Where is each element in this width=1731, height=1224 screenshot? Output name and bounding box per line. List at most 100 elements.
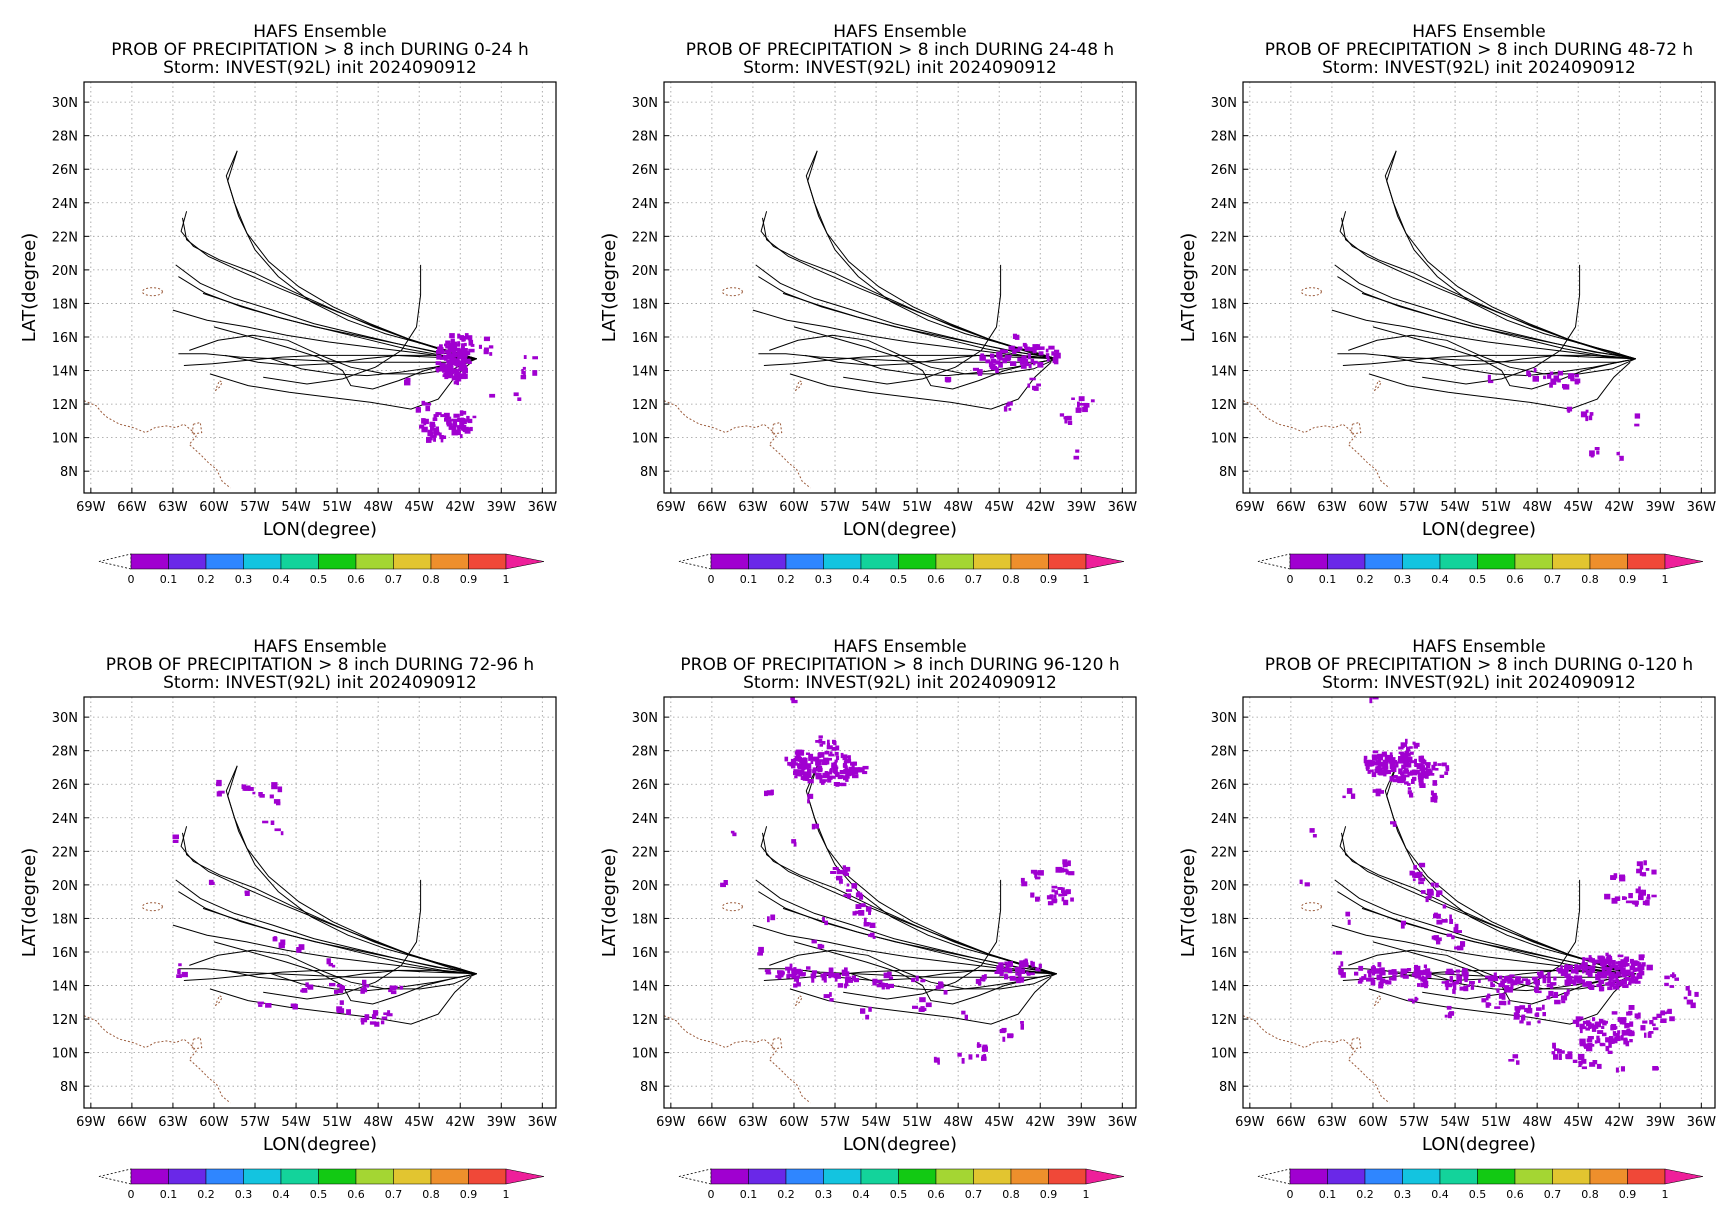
precip-cell — [1508, 1059, 1515, 1062]
precip-cell — [829, 751, 833, 757]
precip-cell — [1423, 980, 1429, 987]
colorbar-tick-label: 0.8 — [422, 573, 440, 586]
precip-cell — [1057, 887, 1063, 890]
precip-cluster — [1399, 768, 1433, 788]
precip-cluster — [415, 400, 431, 413]
x-tick-label: 36W — [1687, 500, 1717, 515]
coastline — [191, 1036, 203, 1050]
coastline — [1243, 400, 1390, 489]
precip-cell — [1433, 761, 1437, 766]
precip-cell — [872, 936, 876, 939]
precip-cell — [872, 981, 877, 986]
precip-cell — [1640, 1025, 1646, 1031]
colorbar-segment — [130, 1168, 169, 1185]
colorbar-tick-label: 0.4 — [1431, 1188, 1449, 1201]
precip-cluster — [935, 981, 948, 995]
precip-cell — [1376, 765, 1381, 771]
precip-cell — [829, 992, 832, 997]
precip-cell — [1533, 367, 1537, 373]
ensemble-track — [1384, 765, 1636, 975]
colorbar-tick-label: 0.6 — [927, 573, 945, 586]
precip-cell — [1614, 1036, 1621, 1042]
y-tick-label: 20N — [632, 264, 658, 279]
precip-cell — [818, 759, 825, 762]
precip-cluster — [968, 1042, 988, 1061]
precip-cell — [457, 333, 460, 339]
precip-cell — [1403, 742, 1408, 747]
precip-cell — [1598, 958, 1604, 963]
precip-cell — [1642, 1020, 1648, 1024]
precip-cluster — [1446, 923, 1462, 940]
precip-cell — [786, 974, 791, 979]
precip-cell — [1601, 967, 1606, 971]
precip-cell — [1589, 412, 1594, 416]
precip-cell — [1487, 976, 1493, 982]
precip-cell — [1464, 976, 1468, 983]
colorbar-tick-label: 0.4 — [852, 1188, 870, 1201]
precip-cell — [828, 972, 835, 978]
precip-cluster — [326, 958, 336, 968]
precip-cell — [1028, 363, 1032, 369]
precip-cell — [824, 771, 830, 777]
precip-cell — [431, 422, 435, 427]
precip-cell — [1441, 762, 1447, 767]
precip-cluster — [1532, 370, 1581, 390]
colorbar-tick-label: 0.2 — [197, 1188, 215, 1201]
precip-cell — [844, 759, 849, 764]
colorbar-segment — [1627, 553, 1666, 570]
x-tick-label: 42W — [1605, 1115, 1635, 1130]
precip-cell — [1430, 796, 1435, 803]
precip-cell — [483, 336, 490, 342]
precip-cluster — [1636, 860, 1657, 877]
precip-cell — [1651, 894, 1657, 898]
precip-cell — [1404, 781, 1409, 785]
precip-cell — [1581, 1058, 1587, 1064]
precip-cell — [404, 379, 411, 386]
precip-cell — [1617, 1017, 1621, 1022]
precip-cell — [1002, 1036, 1006, 1042]
precip-cell — [1566, 406, 1573, 412]
precip-cell — [1377, 753, 1382, 759]
precip-cell — [1017, 346, 1023, 350]
ensemble-track — [782, 292, 1057, 360]
precip-cell — [1639, 964, 1645, 971]
precip-cell — [447, 416, 452, 420]
precip-cell — [1386, 771, 1391, 774]
colorbar-segment — [935, 553, 974, 570]
precip-cell — [1437, 921, 1443, 925]
y-tick-label: 22N — [52, 230, 78, 245]
precip-cell — [1342, 795, 1346, 799]
precip-cell — [1400, 971, 1404, 978]
precip-cell — [262, 820, 269, 824]
precip-cell — [454, 370, 459, 376]
precip-cell — [1407, 787, 1412, 790]
y-tick-label: 16N — [52, 331, 78, 346]
precip-cell — [1429, 890, 1434, 896]
precip-cell — [849, 769, 855, 776]
precip-cell — [443, 354, 448, 361]
precip-cell — [790, 697, 795, 701]
y-tick-label: 14N — [632, 980, 658, 995]
precip-cell — [1397, 759, 1404, 764]
x-tick-label: 51W — [322, 1115, 352, 1130]
precip-cell — [1370, 979, 1376, 986]
precip-cell — [1627, 1029, 1632, 1036]
precip-cell — [1599, 986, 1605, 992]
precip-cell — [833, 761, 837, 766]
precip-cluster — [1390, 821, 1397, 827]
precip-cell — [852, 774, 859, 779]
precip-cell — [847, 758, 852, 764]
panel-subtitle: PROB OF PRECIPITATION > 8 inch DURING 0-… — [1265, 655, 1693, 675]
precip-cell — [1378, 762, 1384, 767]
y-tick-label: 24N — [632, 197, 658, 212]
precip-cell — [1522, 978, 1528, 981]
precip-cell — [1020, 1021, 1024, 1024]
ensemble-track — [769, 334, 1057, 375]
precip-cell — [1058, 867, 1065, 873]
x-tick-label: 45W — [984, 1115, 1014, 1130]
x-tick-label: 42W — [446, 500, 476, 515]
precip-cell — [1383, 772, 1387, 777]
precip-cell — [1611, 897, 1618, 904]
precip-cluster — [1372, 788, 1384, 797]
y-axis-label: LAT(degree) — [1178, 848, 1199, 957]
